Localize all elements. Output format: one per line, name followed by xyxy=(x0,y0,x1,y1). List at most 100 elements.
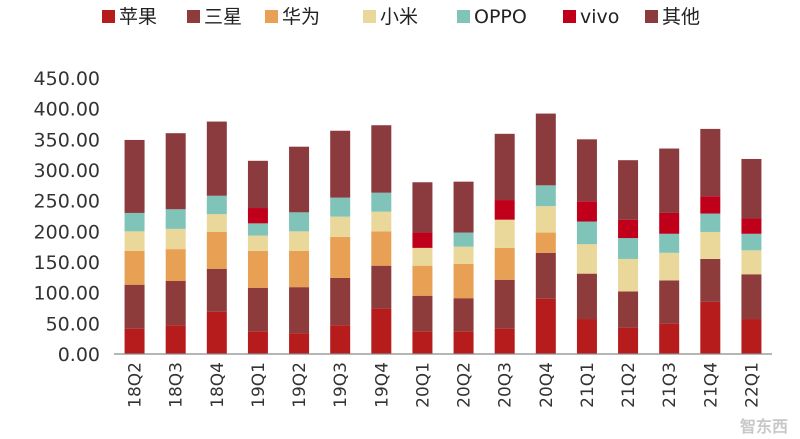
legend-item: 苹果 xyxy=(102,6,157,28)
legend-item: vivo xyxy=(563,6,619,28)
bar-segment xyxy=(412,265,433,296)
bar-segment xyxy=(741,218,762,234)
y-tick-label: 300.00 xyxy=(34,160,100,182)
bar-segment xyxy=(330,197,351,217)
bar-segment xyxy=(700,301,721,354)
bar-area xyxy=(124,113,762,354)
x-tick-label: 20Q1 xyxy=(413,362,433,408)
bar-segment xyxy=(535,206,556,233)
bar-segment xyxy=(741,233,762,251)
bar-segment xyxy=(165,249,186,282)
bar-segment xyxy=(206,268,227,312)
watermark-text: 智东西 xyxy=(740,417,788,436)
bar-segment xyxy=(576,221,597,245)
bar-segment xyxy=(453,263,474,299)
bar-segment xyxy=(371,265,392,309)
legend-item: 其他 xyxy=(645,6,700,28)
bar-segment xyxy=(618,291,639,328)
chart-legend: 苹果 三星 华为 小米 OPPO vivo 其他 xyxy=(102,6,700,28)
legend-label: 三星 xyxy=(204,6,242,28)
bar-segment xyxy=(494,328,515,354)
bar-segment xyxy=(659,212,680,234)
legend-swatch xyxy=(563,10,576,23)
x-tick-label: 20Q2 xyxy=(455,362,475,408)
bar-segment xyxy=(124,250,145,285)
bar-segment xyxy=(412,295,433,332)
legend-item: 三星 xyxy=(187,6,242,28)
bar-segment xyxy=(618,238,639,259)
x-tick-label: 18Q4 xyxy=(208,362,228,408)
bar-segment xyxy=(206,121,227,196)
bar-segment xyxy=(206,231,227,269)
bar-segment xyxy=(576,319,597,354)
bar-segment xyxy=(330,236,351,278)
x-tick-label: 18Q2 xyxy=(126,362,146,408)
bar-segment xyxy=(247,235,268,251)
y-tick-label: 250.00 xyxy=(34,191,100,213)
bar-segment xyxy=(289,212,310,232)
legend-swatch xyxy=(102,10,115,23)
x-tick-label: 22Q1 xyxy=(742,362,762,408)
bar-segment xyxy=(535,232,556,253)
bar-stack xyxy=(741,158,762,354)
bar-segment xyxy=(165,228,186,250)
bar-segment xyxy=(659,252,680,281)
bar-segment xyxy=(247,223,268,236)
bar-stack xyxy=(453,181,474,354)
bar-stack xyxy=(659,148,680,354)
bar-segment xyxy=(453,232,474,247)
y-tick-label: 400.00 xyxy=(34,99,100,121)
legend-item: 小米 xyxy=(363,6,418,28)
bar-stack xyxy=(124,139,145,354)
bar-segment xyxy=(494,200,515,220)
x-tick-label: 21Q2 xyxy=(619,362,639,408)
x-tick-label: 20Q3 xyxy=(496,362,516,408)
bar-segment xyxy=(535,185,556,207)
x-tick-label: 21Q4 xyxy=(701,362,721,408)
bar-segment xyxy=(206,214,227,232)
bar-segment xyxy=(330,277,351,326)
bar-segment xyxy=(412,182,433,233)
y-tick-label: 0.00 xyxy=(58,344,100,366)
bar-segment xyxy=(412,232,433,248)
bar-segment xyxy=(535,113,556,186)
x-tick-label: 19Q1 xyxy=(249,362,269,408)
x-tick-label: 19Q3 xyxy=(331,362,351,408)
bar-segment xyxy=(412,331,433,354)
bar-segment xyxy=(700,258,721,302)
bar-segment xyxy=(659,323,680,354)
bar-stack xyxy=(371,125,392,354)
bar-segment xyxy=(289,231,310,251)
bar-segment xyxy=(412,247,433,266)
bar-segment xyxy=(453,181,474,233)
bar-segment xyxy=(618,160,639,220)
bar-segment xyxy=(247,331,268,354)
bar-segment xyxy=(700,213,721,232)
bar-segment xyxy=(124,328,145,354)
legend-label: 华为 xyxy=(282,6,320,28)
bar-segment xyxy=(247,250,268,288)
bar-segment xyxy=(371,211,392,232)
bar-segment xyxy=(618,258,639,292)
bar-stack xyxy=(206,121,227,354)
bar-stack xyxy=(247,160,268,354)
bar-segment xyxy=(741,274,762,320)
bar-segment xyxy=(124,212,145,232)
y-tick-label: 350.00 xyxy=(34,129,100,151)
bar-stack xyxy=(330,130,351,354)
bar-segment xyxy=(494,247,515,280)
x-tick-label: 21Q1 xyxy=(578,362,598,408)
bar-segment xyxy=(371,308,392,354)
bar-segment xyxy=(165,133,186,210)
legend-swatch xyxy=(457,10,470,23)
bar-segment xyxy=(741,319,762,354)
bar-segment xyxy=(124,139,145,213)
bar-segment xyxy=(494,279,515,329)
x-tick-label: 19Q4 xyxy=(372,362,392,408)
bar-segment xyxy=(700,196,721,214)
bar-segment xyxy=(535,298,556,354)
y-tick-label: 100.00 xyxy=(34,283,100,305)
bar-stack xyxy=(165,133,186,354)
bar-segment xyxy=(247,287,268,332)
y-axis: 0.00 50.00 100.00 150.00 200.00 250.00 300.00 3… xyxy=(34,68,100,366)
